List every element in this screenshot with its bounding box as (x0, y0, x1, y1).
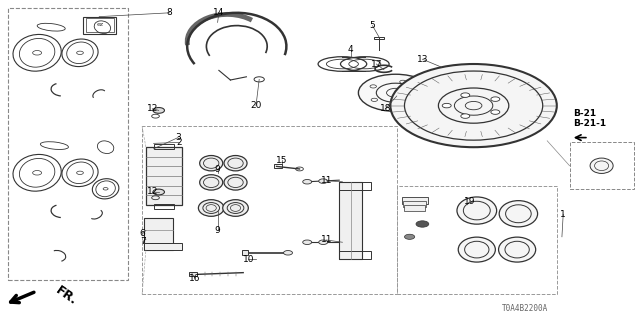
Text: ez: ez (96, 22, 104, 28)
Ellipse shape (457, 197, 497, 224)
Text: 4: 4 (348, 45, 353, 54)
Bar (402, 197, 428, 204)
Bar (397, 186, 557, 294)
Ellipse shape (590, 158, 613, 173)
Bar (144, 243, 182, 250)
Bar (189, 272, 197, 276)
Circle shape (461, 114, 470, 118)
Ellipse shape (458, 237, 495, 262)
Bar (144, 218, 173, 250)
Text: 12: 12 (147, 188, 158, 196)
Circle shape (442, 103, 451, 108)
Bar (146, 147, 182, 205)
Text: 14: 14 (213, 8, 225, 17)
Ellipse shape (198, 200, 224, 216)
Text: 7: 7 (140, 237, 145, 246)
Circle shape (461, 93, 470, 97)
Text: 3: 3 (175, 133, 180, 142)
Bar (403, 201, 426, 207)
Circle shape (319, 240, 328, 244)
Circle shape (404, 234, 415, 239)
Circle shape (390, 64, 557, 147)
Bar (374, 37, 384, 39)
Text: 11: 11 (321, 236, 332, 244)
Text: B-21-1: B-21-1 (573, 119, 606, 128)
Text: 9: 9 (215, 165, 220, 174)
Bar (86, 18, 114, 32)
Bar (242, 250, 248, 255)
Circle shape (491, 110, 500, 114)
Bar (339, 182, 362, 259)
Text: 20: 20 (250, 101, 262, 110)
Ellipse shape (224, 156, 247, 171)
Bar (570, 142, 634, 189)
Circle shape (303, 180, 312, 184)
Bar (83, 17, 116, 34)
Circle shape (358, 74, 433, 111)
Ellipse shape (499, 201, 538, 227)
Ellipse shape (200, 156, 223, 171)
Text: T0A4B2200A: T0A4B2200A (502, 304, 548, 313)
Ellipse shape (499, 237, 536, 262)
Ellipse shape (224, 175, 247, 190)
Bar (339, 251, 371, 259)
Bar (154, 144, 174, 149)
Text: 15: 15 (276, 156, 287, 164)
Bar (8, 8, 128, 280)
Circle shape (153, 189, 164, 195)
Text: 16: 16 (189, 274, 201, 283)
Circle shape (491, 97, 500, 101)
Bar (142, 126, 397, 294)
Ellipse shape (223, 200, 248, 216)
Text: 10: 10 (243, 255, 254, 264)
Bar (404, 205, 425, 211)
Text: 5: 5 (370, 21, 375, 30)
Text: 8: 8 (167, 8, 172, 17)
Bar (274, 164, 282, 168)
Circle shape (319, 179, 328, 183)
Text: 9: 9 (215, 226, 220, 235)
Text: 13: 13 (417, 55, 428, 64)
Circle shape (153, 108, 164, 113)
Text: 2: 2 (177, 138, 182, 147)
Text: 12: 12 (147, 104, 158, 113)
Text: FR.: FR. (53, 284, 79, 308)
Text: 1: 1 (561, 210, 566, 219)
Text: 19: 19 (464, 197, 476, 206)
Text: 18: 18 (380, 104, 391, 113)
Circle shape (416, 221, 429, 227)
Text: 17: 17 (371, 60, 382, 68)
Bar (154, 204, 174, 209)
Ellipse shape (200, 175, 223, 190)
Bar (339, 182, 371, 190)
Text: 6: 6 (140, 229, 145, 238)
Text: 11: 11 (321, 176, 332, 185)
Text: B-21: B-21 (573, 109, 596, 118)
Circle shape (284, 251, 292, 255)
Circle shape (303, 240, 312, 244)
